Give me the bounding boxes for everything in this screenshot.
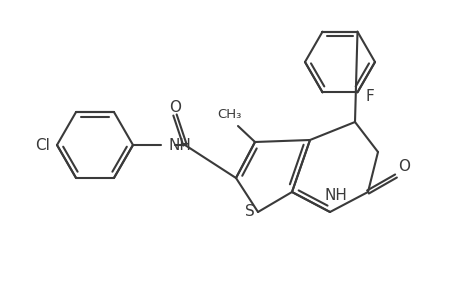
Text: NH: NH [324, 188, 347, 203]
Text: Cl: Cl [35, 137, 50, 152]
Text: F: F [364, 89, 373, 104]
Text: O: O [168, 100, 180, 115]
Text: S: S [245, 205, 254, 220]
Text: NH: NH [168, 137, 191, 152]
Text: O: O [397, 158, 409, 173]
Text: CH₃: CH₃ [216, 107, 241, 121]
